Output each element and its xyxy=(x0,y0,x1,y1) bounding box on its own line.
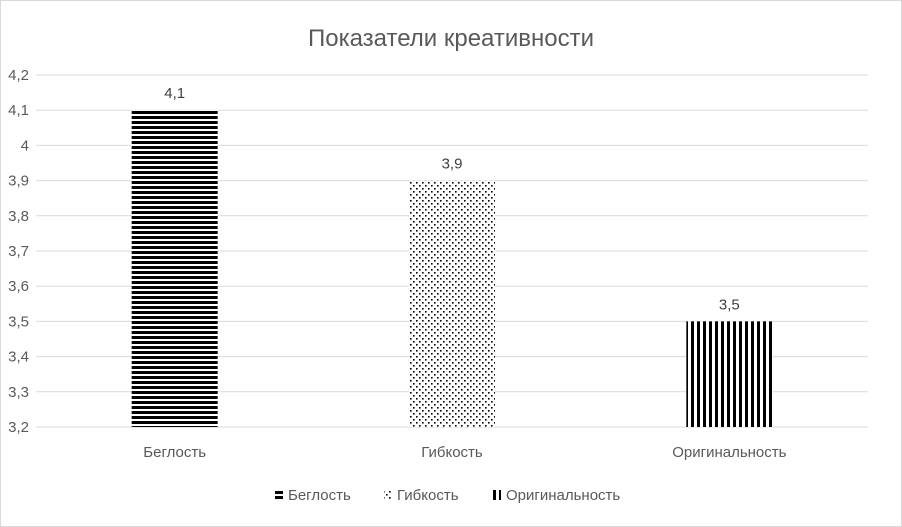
data-labels: 4,1 3,9 3,5 xyxy=(164,85,740,313)
legend-label: Оригинальность xyxy=(506,487,620,504)
chart-title: Показатели креативности xyxy=(308,25,594,52)
y-tick-label: 3,8 xyxy=(8,208,29,225)
legend-swatch xyxy=(275,490,283,500)
x-tick-label: Беглость xyxy=(143,444,206,461)
bar-3 xyxy=(686,321,773,427)
bar-2 xyxy=(409,180,495,427)
y-tick-label: 3,4 xyxy=(8,349,29,366)
bar-1 xyxy=(131,110,218,427)
legend: Беглость Гибкость Оригинальность xyxy=(275,487,620,504)
x-tick-label: Оригинальность xyxy=(672,444,786,461)
y-axis-ticks: 3,2 3,3 3,4 3,5 3,6 3,7 3,8 3,9 4 4,1 4,2 xyxy=(8,67,29,436)
legend-label: Беглость xyxy=(288,487,351,504)
legend-swatch xyxy=(384,490,392,500)
y-tick-label: 3,9 xyxy=(8,173,29,190)
data-label: 3,5 xyxy=(719,296,740,313)
y-tick-label: 3,2 xyxy=(8,419,29,436)
y-tick-label: 3,5 xyxy=(8,313,29,330)
legend-swatch xyxy=(493,490,501,500)
x-axis-ticks: Беглость Гибкость Оригинальность xyxy=(143,444,786,461)
y-tick-label: 4,2 xyxy=(8,67,29,84)
y-tick-label: 3,7 xyxy=(8,243,29,260)
y-tick-label: 3,6 xyxy=(8,278,29,295)
y-tick-label: 4 xyxy=(21,137,29,154)
data-label: 3,9 xyxy=(442,156,463,173)
data-label: 4,1 xyxy=(164,85,185,102)
legend-label: Гибкость xyxy=(397,487,459,504)
bars xyxy=(131,110,773,427)
y-tick-label: 3,3 xyxy=(8,384,29,401)
y-tick-label: 4,1 xyxy=(8,102,29,119)
x-tick-label: Гибкость xyxy=(421,444,483,461)
